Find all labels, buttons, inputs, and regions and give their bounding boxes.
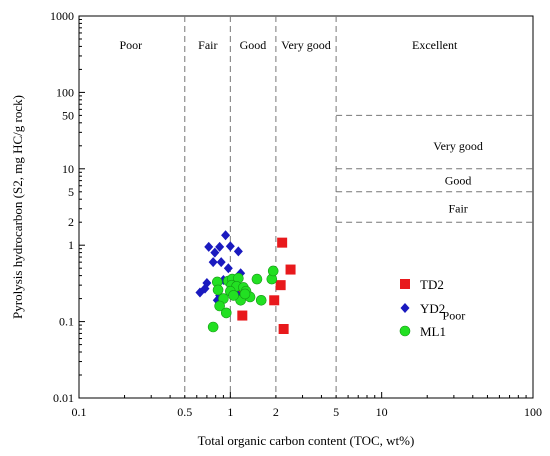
toc-class-label: Poor <box>119 38 142 52</box>
x-tick-label: 5 <box>333 405 339 419</box>
legend-yd2-label: YD2 <box>420 301 445 316</box>
td2-data-point <box>237 310 248 321</box>
yd2-data-point <box>223 263 233 274</box>
s2-class-label: Good <box>445 174 472 188</box>
toc-class-label: Excellent <box>412 38 458 52</box>
td2-data-point <box>277 237 288 248</box>
plot-frame <box>78 15 534 399</box>
legend-td2-marker <box>400 279 410 289</box>
x-tick-label: 0.1 <box>72 405 87 419</box>
y-tick-label: 0.1 <box>59 315 74 329</box>
s2-class-label: Poor <box>443 309 466 323</box>
ml1-data-point <box>212 284 224 296</box>
x-axis-label: Total organic carbon content (TOC, wt%) <box>198 433 415 448</box>
legend-td2-label: TD2 <box>420 277 444 292</box>
ml1-data-point <box>239 288 251 300</box>
legend-ml1-label: ML1 <box>420 324 446 339</box>
classification-labels: Poor Fair Good Very good Excellent Very good G… <box>119 38 482 323</box>
td2-data-point <box>269 295 280 306</box>
toc-class-label: Fair <box>198 38 217 52</box>
yd2-data-point <box>225 241 235 252</box>
td2-data-point <box>275 280 286 291</box>
legend: TD2 YD2 ML1 <box>399 277 446 339</box>
ml1-data-point <box>207 321 219 333</box>
x-tick-label: 0.5 <box>177 405 192 419</box>
yd2-data-point <box>215 241 225 252</box>
x-tick-label: 2 <box>273 405 279 419</box>
ml1-data-point <box>251 273 263 285</box>
ml1-data-point <box>220 307 232 319</box>
ml1-data-point <box>214 300 225 312</box>
yd2-data-point <box>210 247 220 258</box>
y-tick-label: 2 <box>68 215 74 229</box>
legend-yd2-marker <box>400 303 410 313</box>
ml1-data-point <box>267 265 279 277</box>
y-tick-label: 5 <box>68 185 74 199</box>
td2-data-point <box>285 264 296 275</box>
y-tick-label: 0.01 <box>53 391 74 405</box>
data-points <box>195 230 296 335</box>
legend-ml1-marker <box>399 325 411 337</box>
s2-class-label: Fair <box>448 202 467 216</box>
ml1-data-point <box>228 290 239 301</box>
yd2-data-point <box>195 287 205 298</box>
td2-data-point <box>278 324 289 335</box>
yd2-data-point <box>216 257 226 268</box>
x-tick-label: 100 <box>524 405 542 419</box>
toc-class-label: Good <box>240 38 267 52</box>
y-tick-label: 10 <box>62 162 74 176</box>
s2-class-label: Very good <box>433 139 483 153</box>
yd2-data-point <box>208 257 218 268</box>
x-tick-label: 10 <box>376 405 388 419</box>
y-tick-label: 1000 <box>50 9 74 23</box>
ml1-data-point <box>255 295 267 306</box>
yd2-data-point <box>233 246 243 257</box>
yd2-data-point <box>221 230 231 241</box>
yd2-data-point <box>204 241 214 252</box>
y-axis-label: Pyrolysis hydrocarbon (S2, mg HC/g rock) <box>10 95 25 319</box>
toc-class-label: Very good <box>281 38 331 52</box>
y-tick-label: 50 <box>62 108 74 122</box>
classification-dividers <box>184 16 533 398</box>
y-tick-label: 100 <box>56 85 74 99</box>
x-tick-label: 1 <box>227 405 233 419</box>
y-tick-label: 1 <box>68 238 74 252</box>
